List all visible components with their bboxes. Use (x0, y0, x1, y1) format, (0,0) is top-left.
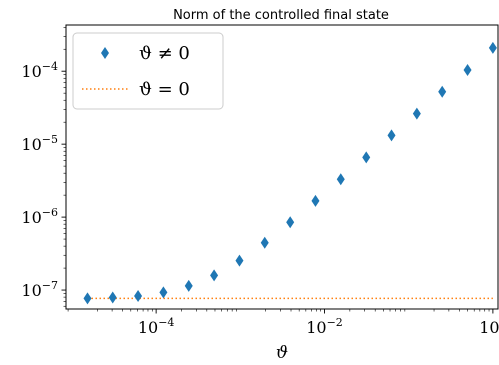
legend-label-theta-nonzero: ϑ ≠ 0 (139, 43, 190, 64)
x-tick-label: 100 (479, 316, 499, 337)
data-point (286, 216, 295, 229)
data-point (488, 41, 497, 54)
data-point (260, 236, 269, 249)
data-point (362, 151, 371, 164)
data-point (134, 289, 143, 302)
data-point (336, 173, 345, 186)
data-point (210, 269, 219, 282)
data-point (235, 254, 244, 267)
data-point (387, 129, 396, 142)
y-tick-label: 10−5 (21, 133, 58, 154)
chart-title: Norm of the controlled final state (173, 8, 389, 23)
y-tick-label: 10−6 (21, 206, 58, 227)
x-tick-label: 10−2 (306, 316, 343, 337)
legend: ϑ ≠ 0 ϑ = 0 (72, 32, 224, 110)
legend-diamond-shape (101, 47, 109, 59)
data-point (184, 279, 193, 292)
legend-marker-diamond (101, 47, 109, 59)
data-point (412, 107, 421, 120)
series-layer (83, 41, 497, 305)
data-point (83, 292, 92, 305)
data-point (311, 194, 320, 207)
legend-box (72, 32, 224, 110)
y-tick-label: 10−7 (21, 279, 58, 300)
data-point (438, 85, 447, 98)
data-point (463, 63, 472, 76)
legend-label-theta-zero: ϑ = 0 (139, 79, 190, 100)
x-axis-label: ϑ (276, 343, 288, 363)
data-point (108, 291, 117, 304)
x-tick-label: 10−4 (138, 316, 175, 337)
plot-frame (65, 24, 499, 310)
y-tick-label: 10−4 (21, 60, 58, 81)
data-point (159, 286, 168, 299)
ticks-layer: 10−4 10−2 100 10−7 10−6 10−5 10−4 (21, 26, 499, 337)
